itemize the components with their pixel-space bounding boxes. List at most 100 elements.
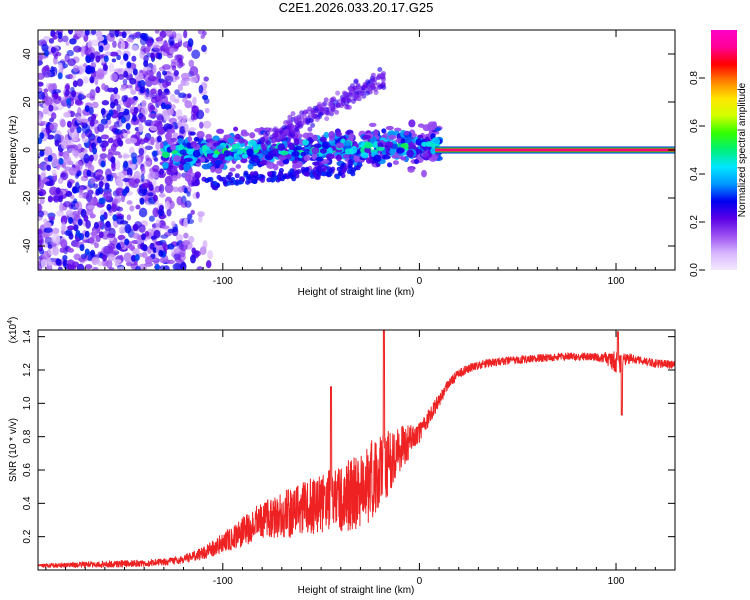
spectrogram-cell xyxy=(50,46,56,54)
spectrogram-cell xyxy=(156,70,162,81)
spectrogram-cell xyxy=(171,104,176,110)
spectrogram-cell xyxy=(49,124,55,131)
spectrogram-cell xyxy=(178,92,187,99)
spectrogram-cell xyxy=(334,109,340,115)
spectrogram-cell xyxy=(60,140,67,150)
spectrogram-cell xyxy=(288,172,294,178)
spectrogram-cell xyxy=(186,142,192,147)
spectrogram-cell xyxy=(53,158,59,165)
spectrogram-cell xyxy=(123,161,129,168)
spectrogram-cell xyxy=(110,156,116,164)
spectrogram-cell xyxy=(293,164,300,169)
spectrogram-cell xyxy=(434,127,442,132)
spectrogram-cell xyxy=(90,197,99,207)
spectrogram-cell xyxy=(174,256,182,263)
spectrogram-cell xyxy=(130,152,138,159)
spectrogram-cell xyxy=(353,93,358,99)
spectrogram-cell xyxy=(38,72,45,80)
spectrogram-cell xyxy=(144,256,153,265)
spectrogram-cell xyxy=(180,261,187,270)
spectrogram-cell xyxy=(165,81,172,86)
spectrogram-cell xyxy=(131,44,139,51)
spectrogram-cell xyxy=(139,86,145,94)
spectrogram-cell xyxy=(350,145,358,154)
spectrogram-cell xyxy=(171,65,177,71)
spectrogram-cell xyxy=(106,233,116,239)
spectrogram-cell xyxy=(128,137,138,144)
spectrogram-cell xyxy=(118,139,124,147)
spectrogram-cell xyxy=(90,30,97,35)
spectrogram-cell xyxy=(393,127,402,132)
spectrogram-cell xyxy=(53,92,59,100)
spectrogram-cell xyxy=(89,119,95,127)
spectrogram-cell xyxy=(43,88,49,93)
spectrogram-cell xyxy=(66,98,72,105)
spectrogram-cell xyxy=(405,136,413,143)
spectrogram-ytick-label: -40 xyxy=(22,238,33,253)
spectrogram-cell xyxy=(188,127,197,132)
spectrogram-cell xyxy=(152,64,157,74)
spectrogram-cell xyxy=(166,128,176,134)
spectrogram-cell xyxy=(135,204,141,210)
spectrogram-cell xyxy=(260,137,265,143)
spectrogram-cell xyxy=(377,84,383,90)
spectrogram-cell xyxy=(132,224,138,231)
spectrogram-cell xyxy=(276,175,282,181)
spectrogram-cell xyxy=(141,166,146,176)
spectrogram-cell xyxy=(271,132,277,138)
spectrogram-cell xyxy=(89,106,94,116)
spectrogram-cell xyxy=(201,163,211,170)
spectrogram-cell xyxy=(265,131,271,136)
spectrogram-xtick-label: -100 xyxy=(213,276,233,287)
snr-xlabel: Height of straight line (km) xyxy=(298,585,415,596)
spectrogram-cell xyxy=(317,101,322,107)
spectrogram-cell xyxy=(246,175,252,181)
spectrogram-cell xyxy=(283,120,289,126)
spectrogram-cell xyxy=(110,101,116,109)
spectrogram-cell xyxy=(154,185,161,193)
spectrogram-cell xyxy=(252,157,259,163)
spectrogram-cell xyxy=(47,154,53,162)
spectrogram-cell xyxy=(43,146,53,157)
spectrogram-image xyxy=(38,30,675,270)
spectrogram-cell xyxy=(97,220,104,229)
spectrogram-cell xyxy=(67,58,76,67)
snr-xtick-label: 100 xyxy=(608,576,625,587)
spectrogram-cell xyxy=(344,148,353,155)
spectrogram-cell xyxy=(47,244,53,249)
spectrogram-cell xyxy=(331,96,336,102)
spectrogram-cell xyxy=(132,157,138,165)
spectrogram-cell xyxy=(400,143,409,149)
spectrogram-cell xyxy=(201,44,207,53)
spectrogram-cell xyxy=(140,173,145,183)
spectrogram-cell xyxy=(51,233,61,244)
spectrogram-cell xyxy=(121,31,127,39)
spectrogram-cell xyxy=(265,139,271,145)
spectrogram-cell xyxy=(252,142,259,151)
spectrogram-cell xyxy=(165,132,171,141)
spectrogram-cell xyxy=(196,130,205,139)
spectrogram-cell xyxy=(115,171,124,178)
spectrogram-cell xyxy=(116,266,126,270)
spectrogram-cell xyxy=(129,77,137,85)
spectrogram-cell xyxy=(93,119,99,124)
spectrogram-cell xyxy=(191,180,200,187)
spectrogram-cell xyxy=(299,110,305,116)
spectrogram-cell xyxy=(166,259,175,265)
spectrogram-cell xyxy=(158,204,164,212)
spectrogram-cell xyxy=(208,176,214,182)
spectrogram-cell xyxy=(260,159,268,166)
spectrogram-cell xyxy=(350,171,356,177)
spectrogram-cell xyxy=(61,96,67,102)
spectrogram-cell xyxy=(302,139,309,146)
spectrogram-cell xyxy=(49,186,58,196)
spectrogram-cell xyxy=(111,203,117,213)
spectrogram-cell xyxy=(83,153,90,164)
spectrogram-cell xyxy=(85,220,91,229)
spectrogram-cell xyxy=(114,128,122,135)
spectrogram-cell xyxy=(114,30,120,34)
spectrogram-cell xyxy=(364,146,371,154)
spectrogram-cell xyxy=(155,219,161,228)
spectrogram-cell xyxy=(184,173,192,182)
spectrogram-cell xyxy=(321,141,330,150)
